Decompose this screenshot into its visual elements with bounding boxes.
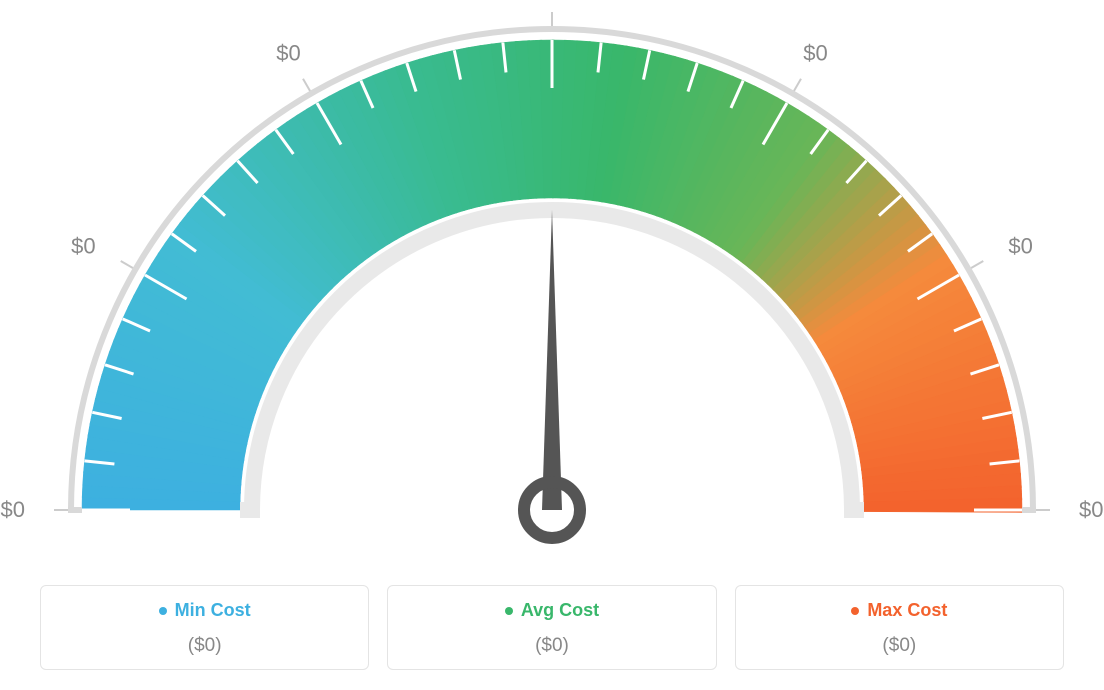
svg-text:$0: $0 — [1, 497, 25, 522]
cost-gauge-chart: $0$0$0$0$0$0$0 Min Cost ($0) Avg Cost ($… — [0, 0, 1104, 690]
legend-value-avg: ($0) — [398, 635, 705, 657]
gauge-dial: $0$0$0$0$0$0$0 — [0, 0, 1104, 560]
legend-row: Min Cost ($0) Avg Cost ($0) Max Cost ($0… — [0, 585, 1104, 690]
svg-text:$0: $0 — [71, 234, 95, 259]
legend-title-max: Max Cost — [851, 600, 947, 621]
legend-dot-avg — [505, 607, 513, 615]
svg-text:$0: $0 — [276, 41, 300, 66]
legend-label-avg: Avg Cost — [521, 600, 599, 621]
legend-label-max: Max Cost — [867, 600, 947, 621]
legend-value-min: ($0) — [51, 635, 358, 657]
legend-label-min: Min Cost — [175, 600, 251, 621]
legend-value-max: ($0) — [746, 635, 1053, 657]
legend-title-avg: Avg Cost — [505, 600, 599, 621]
legend-title-min: Min Cost — [159, 600, 251, 621]
svg-text:$0: $0 — [803, 41, 827, 66]
legend-card-avg: Avg Cost ($0) — [387, 585, 716, 670]
svg-text:$0: $0 — [1079, 497, 1103, 522]
svg-text:$0: $0 — [1008, 234, 1032, 259]
legend-card-max: Max Cost ($0) — [735, 585, 1064, 670]
legend-dot-max — [851, 607, 859, 615]
gauge-svg: $0$0$0$0$0$0$0 — [0, 0, 1104, 560]
legend-card-min: Min Cost ($0) — [40, 585, 369, 670]
legend-dot-min — [159, 607, 167, 615]
